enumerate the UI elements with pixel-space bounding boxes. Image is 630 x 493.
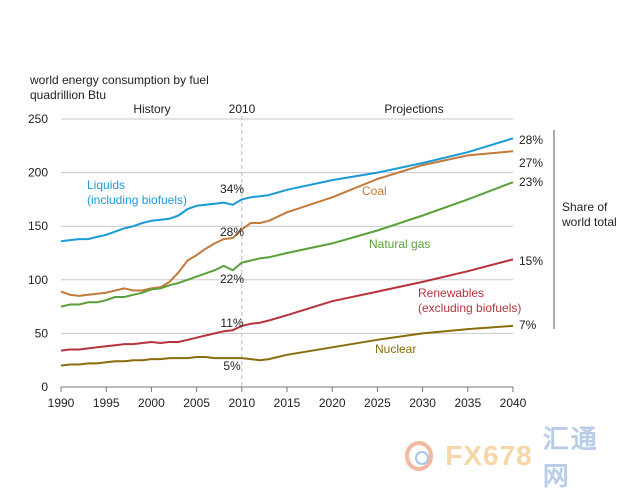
- x-tick-label: 2015: [274, 396, 301, 410]
- x-tick-label: 1995: [93, 396, 120, 410]
- series-label: Nuclear: [375, 342, 416, 356]
- share-label-line2: world total: [561, 215, 617, 229]
- y-tick-label: 0: [41, 380, 48, 394]
- share-2010-label: 34%: [220, 182, 244, 196]
- projections-label: Projections: [384, 102, 443, 116]
- series-line-natural: [60, 181, 514, 308]
- x-tick-label: 2020: [319, 396, 346, 410]
- series-label: (excluding biofuels): [418, 301, 521, 315]
- share-label-line1: Share of: [562, 200, 608, 214]
- watermark: FX678 汇通网: [405, 424, 620, 491]
- share-2040-label: 27%: [519, 156, 543, 170]
- share-2010-label: 11%: [220, 316, 243, 330]
- series-label: Natural gas: [369, 237, 430, 251]
- series-line-nuclear: [60, 324, 514, 367]
- y-tick-label: 50: [35, 326, 49, 340]
- series-label: Coal: [362, 184, 387, 198]
- share-label-text-2: world total: [561, 215, 617, 229]
- share-label-text-1: Share of: [562, 200, 608, 214]
- history-label: History: [133, 102, 170, 116]
- series-line-liquids: [60, 137, 514, 243]
- y-tick-label: 100: [28, 273, 48, 287]
- share-2010-label: 5%: [223, 359, 241, 373]
- y-axis-unit: quadrillion Btu: [30, 88, 106, 102]
- watermark-logo-icon: [405, 441, 434, 471]
- series-line-renewables: [60, 258, 514, 352]
- x-tick-label: 1990: [48, 396, 75, 410]
- y-axis: 0 50 100 150 200 250: [28, 112, 48, 394]
- share-2040-label: 23%: [519, 175, 543, 189]
- share-labels: 34% 28% 28% 27% 22% 23% 11% 15% 5% 7%: [220, 133, 543, 373]
- series-label: Liquids: [87, 178, 125, 192]
- x-tick-label: 2040: [500, 396, 527, 410]
- share-2010-label: 28%: [220, 225, 244, 239]
- series-lines: [60, 137, 514, 367]
- y-tick-label: 200: [28, 166, 48, 180]
- share-2040-label: 15%: [519, 254, 543, 268]
- share-2040-label: 28%: [519, 133, 543, 147]
- series-label: Renewables: [418, 286, 484, 300]
- x-tick-label: 2035: [454, 396, 481, 410]
- x-tick-label: 2030: [409, 396, 436, 410]
- series-labels: Liquids(including biofuels) Coal Natural g…: [87, 178, 521, 356]
- gridlines: [61, 118, 513, 334]
- watermark-brand: FX678: [445, 440, 533, 471]
- x-tick-label: 2000: [138, 396, 165, 410]
- x-tick-label: 2025: [364, 396, 391, 410]
- x-tick-label: 2005: [183, 396, 210, 410]
- chart-title: world energy consumption by fuel: [29, 73, 209, 87]
- series-line-coal: [60, 150, 514, 297]
- share-2040-label: 7%: [519, 318, 537, 332]
- watermark-cn: 汇通网: [542, 424, 599, 491]
- y-tick-label: 150: [28, 219, 48, 233]
- share-2010-label: 22%: [220, 272, 244, 286]
- x-axis: 1990 1995 2000 2005 2010 2015 2020 2025 2030 2035…: [48, 386, 527, 410]
- series-label: (including biofuels): [87, 193, 187, 207]
- divider-year-label: 2010: [229, 102, 256, 116]
- y-tick-label: 250: [28, 112, 48, 126]
- x-tick-label: 2010: [228, 396, 255, 410]
